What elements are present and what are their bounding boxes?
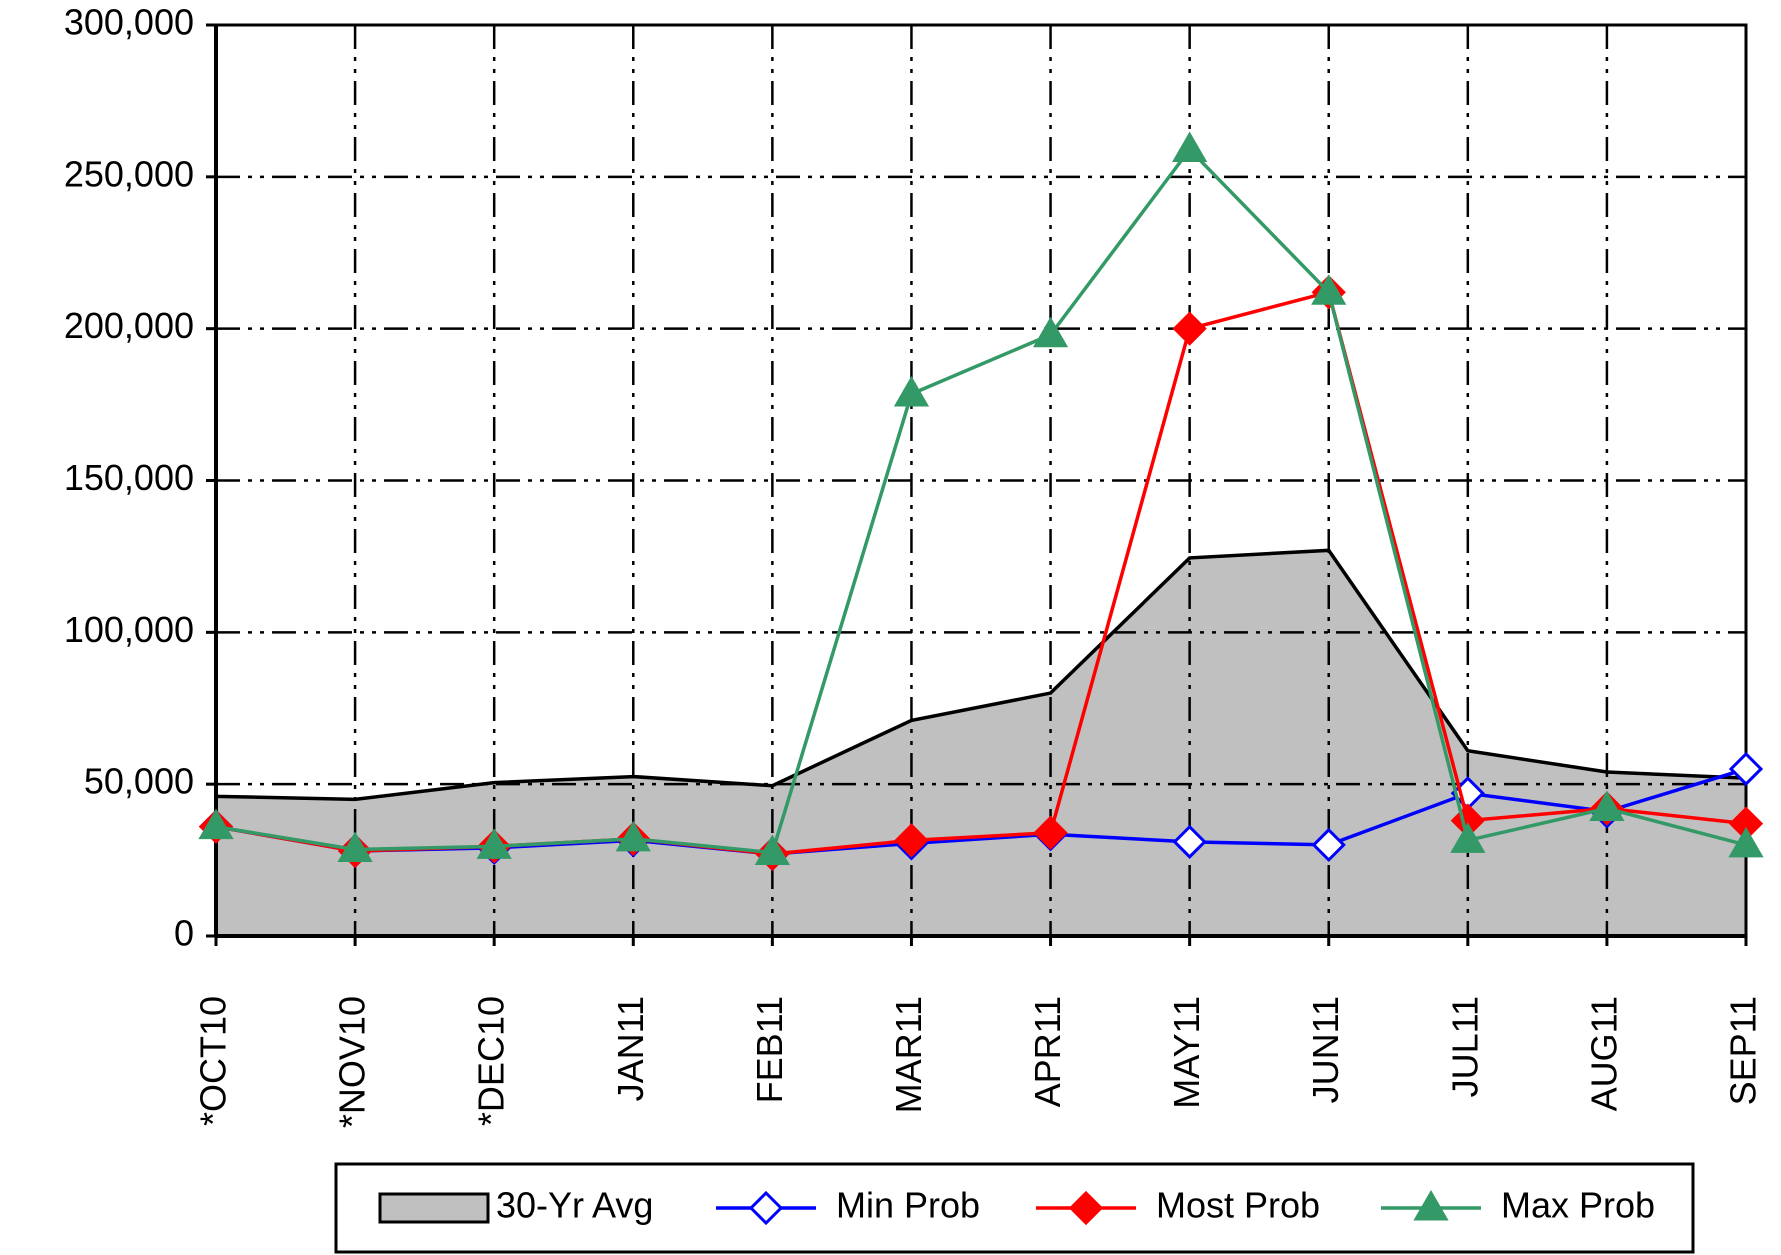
y-tick-label: 50,000: [84, 761, 194, 802]
x-tick-label: *NOV10: [332, 996, 373, 1128]
y-tick-label: 0: [174, 913, 194, 954]
series-line: [215, 146, 1747, 855]
legend-marker: [1068, 1190, 1104, 1226]
marker: [1728, 826, 1764, 858]
legend-label: 30-Yr Avg: [496, 1185, 653, 1226]
x-tick-label: *OCT10: [193, 996, 234, 1126]
x-tick-label: SEP11: [1723, 996, 1764, 1105]
legend-marker: [748, 1190, 784, 1226]
x-tick-label: JUN11: [1305, 996, 1346, 1103]
marker: [198, 808, 234, 840]
marker: [615, 820, 651, 852]
marker: [1450, 822, 1486, 853]
legend-marker: [1413, 1189, 1449, 1221]
x-tick-label: FEB11: [749, 996, 790, 1103]
x-tick-label: MAY11: [1166, 996, 1207, 1109]
y-tick-label: 150,000: [64, 457, 194, 498]
x-tick-label: JUL11: [1444, 996, 1485, 1097]
marker: [893, 375, 930, 407]
y-tick-label: 300,000: [64, 2, 194, 43]
marker: [1172, 824, 1207, 859]
marker: [1589, 790, 1625, 821]
marker: [1172, 131, 1208, 163]
marker: [1311, 827, 1346, 863]
plot-border: [214, 23, 1748, 938]
y-tick-label: 100,000: [64, 609, 194, 650]
legend-label: Min Prob: [836, 1185, 980, 1226]
marker: [1728, 751, 1764, 787]
marker: [1172, 311, 1207, 346]
legend-label: Most Prob: [1156, 1185, 1320, 1226]
legend-swatch: [378, 1192, 490, 1224]
x-tick-label: MAR11: [888, 996, 929, 1113]
y-tick-label: 200,000: [64, 305, 194, 346]
marker: [894, 823, 929, 858]
marker: [1032, 316, 1069, 348]
x-tick-label: *DEC10: [471, 996, 512, 1126]
y-tick-label: 250,000: [64, 153, 194, 194]
marker: [754, 834, 790, 865]
x-tick-label: AUG11: [1583, 996, 1624, 1111]
area-line: [215, 548, 1747, 802]
x-tick-label: APR11: [1027, 996, 1068, 1107]
marker: [476, 828, 512, 859]
marker: [1033, 815, 1068, 850]
marker: [1311, 274, 1347, 305]
x-tick-label: JAN11: [610, 996, 651, 1101]
legend-label: Max Prob: [1501, 1185, 1655, 1226]
marker: [337, 831, 373, 862]
